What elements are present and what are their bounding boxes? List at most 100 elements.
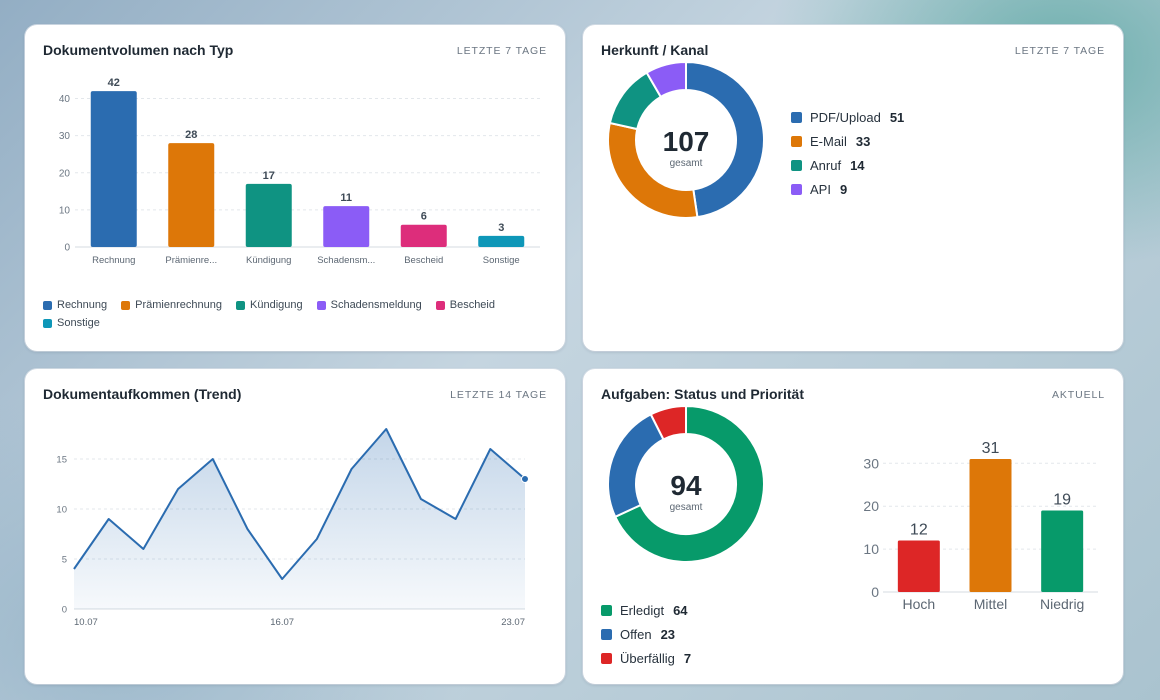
legend-item-kuendigung[interactable]: Kündigung — [236, 299, 303, 311]
bar-mittel[interactable] — [969, 459, 1012, 592]
legend-value: 9 — [839, 181, 848, 197]
data-point-14-07[interactable] — [211, 457, 215, 461]
card-title: Aufgaben: Status und Priorität — [601, 386, 804, 402]
legend-item-offen[interactable]: Offen 23 — [601, 622, 691, 646]
legend-swatch — [316, 300, 326, 310]
legend-value: 33 — [855, 133, 871, 149]
data-point-22-07[interactable] — [488, 447, 492, 451]
x-tick-label: Niedrig — [1040, 596, 1084, 612]
bar-praemienrechnung[interactable] — [168, 143, 215, 247]
x-tick-label: Kündigung — [246, 255, 291, 266]
legend-label: Bescheid — [449, 299, 495, 311]
x-tick-label: Hoch — [902, 596, 935, 612]
legend-swatch — [601, 604, 612, 616]
y-tick-label: 0 — [62, 605, 67, 616]
card-period-label: AKTUELL — [1052, 389, 1105, 401]
data-point-21-07[interactable] — [454, 517, 458, 521]
legend-value: 23 — [660, 626, 676, 642]
x-tick-label: Bescheid — [404, 255, 443, 266]
trend-line[interactable] — [73, 428, 526, 580]
y-tick-label: 15 — [56, 455, 67, 466]
data-point-16-07[interactable] — [280, 577, 284, 581]
data-point-11-07[interactable] — [107, 517, 111, 521]
legend-label: Erledigt — [620, 602, 665, 618]
card-period-label: LETZTE 7 TAGE — [456, 45, 547, 57]
donut-slice-api[interactable] — [645, 63, 687, 99]
legend-item-bescheid[interactable]: Bescheid — [435, 299, 495, 311]
y-tick-label: 40 — [59, 94, 71, 105]
chart-legend: Erledigt 64 Offen 23 Überfällig 7 — [601, 598, 691, 670]
legend-swatch — [435, 300, 445, 310]
legend-item-pdf-upload[interactable]: PDF/Upload 51 — [791, 105, 904, 129]
bar-sonstige[interactable] — [478, 235, 525, 247]
data-point-10-07[interactable] — [72, 567, 76, 571]
donut-slice-e-mail[interactable] — [607, 121, 699, 219]
x-tick-label: Prämienre... — [165, 255, 217, 266]
data-point-13-07[interactable] — [176, 487, 180, 491]
x-tick-label: 16.07 — [270, 617, 294, 628]
legend-value: 64 — [673, 602, 688, 618]
x-tick-label: Rechnung — [92, 255, 135, 266]
card-tasks-status-priority: Aufgaben: Status und Priorität AKTUELL 9… — [583, 369, 1123, 684]
donut-slice-pdf-upload[interactable] — [685, 63, 765, 219]
legend-item-e-mail[interactable]: E-Mail 33 — [791, 129, 904, 153]
legend-swatch — [601, 628, 612, 640]
data-point-19-07[interactable] — [384, 427, 388, 431]
legend-label: E-Mail — [810, 133, 847, 149]
donut-slice-ueberfaellig[interactable] — [649, 407, 687, 441]
bar-kuendigung[interactable] — [245, 183, 292, 247]
card-document-volume: Dokumentvolumen nach Typ LETZTE 7 TAGE 0… — [25, 25, 565, 351]
card-document-trend: Dokumentaufkommen (Trend) LETZTE 14 TAGE… — [25, 369, 565, 684]
y-tick-label: 0 — [871, 584, 879, 600]
bar-value-label: 42 — [108, 77, 120, 89]
legend-swatch — [791, 111, 802, 123]
legend-item-ueberfaellig[interactable]: Überfällig 7 — [601, 646, 691, 670]
bar-value-label: 28 — [185, 129, 197, 141]
data-point-23-07[interactable] — [521, 475, 529, 483]
bar-schadensmeldung[interactable] — [323, 206, 370, 247]
bar-hoch[interactable] — [897, 540, 940, 592]
data-point-17-07[interactable] — [315, 537, 319, 541]
x-tick-label: 23.07 — [501, 617, 525, 628]
bar-value-label: 12 — [910, 522, 928, 539]
legend-item-anruf[interactable]: Anruf 14 — [791, 153, 904, 177]
data-point-12-07[interactable] — [141, 547, 145, 551]
data-point-15-07[interactable] — [245, 527, 249, 531]
donut-slice-offen[interactable] — [607, 413, 665, 519]
y-tick-label: 20 — [59, 168, 71, 179]
legend-item-api[interactable]: API 9 — [791, 177, 904, 201]
legend-label: Kündigung — [250, 299, 303, 311]
legend-swatch — [236, 300, 245, 310]
legend-item-erledigt[interactable]: Erledigt 64 — [601, 598, 691, 622]
card-title: Dokumentvolumen nach Typ — [43, 42, 234, 58]
legend-swatch — [791, 159, 802, 171]
donut-slice-erledigt[interactable] — [613, 407, 765, 563]
y-tick-label: 30 — [59, 131, 71, 142]
legend-label: API — [810, 181, 831, 197]
bar-value-label: 11 — [340, 192, 352, 204]
chart-legend: Rechnung Prämienrechnung Kündigung Schadens… — [43, 299, 543, 329]
legend-label: Sonstige — [57, 317, 100, 329]
y-tick-label: 0 — [64, 243, 70, 254]
bar-value-label: 6 — [421, 211, 427, 223]
bar-bescheid[interactable] — [400, 224, 447, 247]
legend-item-rechnung[interactable]: Rechnung — [43, 299, 107, 311]
area-chart-trend: 0 5 10 15 10.07 16.07 23.07 — [56, 427, 529, 628]
legend-item-praemienrechnung[interactable]: Prämienrechnung — [121, 299, 222, 311]
data-point-20-07[interactable] — [419, 497, 423, 501]
card-title: Herkunft / Kanal — [601, 42, 709, 58]
legend-item-schadensmeldung[interactable]: Schadensmeldung — [316, 299, 422, 311]
bar-rechnung[interactable] — [90, 91, 137, 247]
legend-value: 14 — [850, 157, 865, 173]
legend-swatch — [601, 652, 612, 664]
y-tick-label: 10 — [56, 505, 67, 516]
legend-label: Rechnung — [57, 299, 108, 311]
legend-swatch — [791, 135, 802, 147]
bar-value-label: 19 — [1053, 491, 1071, 508]
card-title: Dokumentaufkommen (Trend) — [43, 386, 242, 402]
x-tick-label: Sonstige — [483, 255, 520, 266]
chart-legend: PDF/Upload 51 E-Mail 33 Anruf 14 API 9 — [791, 105, 904, 201]
data-point-18-07[interactable] — [350, 467, 354, 471]
legend-item-sonstige[interactable]: Sonstige — [43, 317, 100, 329]
bar-niedrig[interactable] — [1041, 510, 1084, 592]
